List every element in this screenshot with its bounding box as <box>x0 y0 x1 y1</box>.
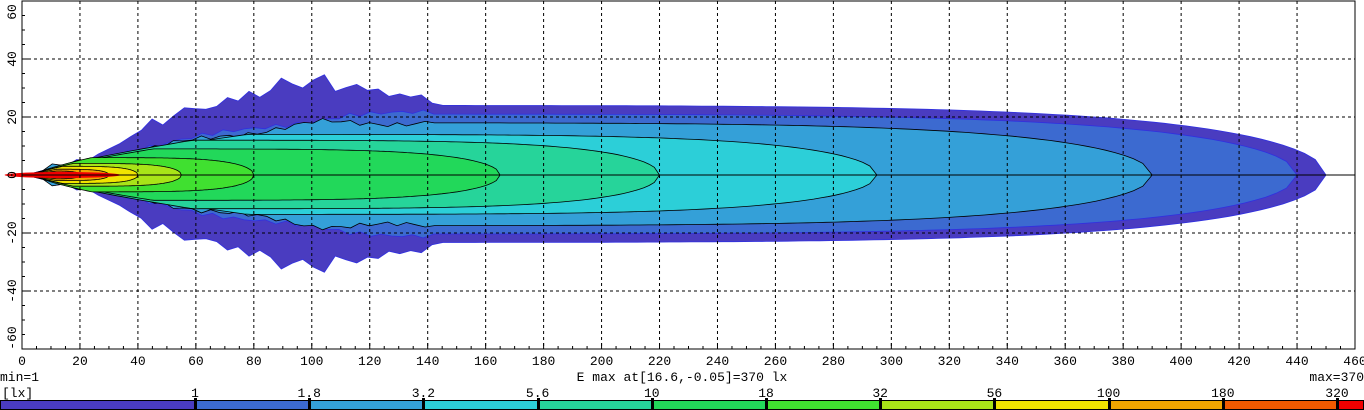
y-tick-label: -20 <box>5 221 20 244</box>
x-tick-label: 140 <box>416 354 439 369</box>
color-scale-tick <box>1107 398 1111 409</box>
x-tick-label: 320 <box>938 354 961 369</box>
emax-label: E max at[16.6,-0.05]=370 lx <box>576 370 788 385</box>
color-scale-label: 100 <box>1096 386 1121 401</box>
color-scale-tick <box>879 398 883 409</box>
x-tick-label: 180 <box>532 354 555 369</box>
color-scale-tick <box>308 398 312 409</box>
x-tick-label: 400 <box>1169 354 1192 369</box>
x-tick-label: 240 <box>706 354 729 369</box>
x-tick-label: 460 <box>1343 354 1364 369</box>
x-tick-label: 280 <box>822 354 845 369</box>
y-tick-label: -60 <box>5 326 20 349</box>
x-tick-label: 60 <box>188 354 204 369</box>
color-scale-tick <box>1336 398 1339 409</box>
y-tick-label: 40 <box>5 51 20 67</box>
color-scale-tick <box>1221 398 1225 409</box>
color-scale-tick <box>993 398 997 409</box>
x-tick-label: 340 <box>996 354 1019 369</box>
x-tick-label: 160 <box>474 354 497 369</box>
x-tick-label: 220 <box>648 354 671 369</box>
color-scale-label: 3.2 <box>411 386 436 401</box>
color-scale-tick <box>536 398 540 409</box>
color-scale-label: 5.6 <box>525 386 550 401</box>
color-scale-label: 10 <box>643 386 660 401</box>
color-scale-tick <box>194 398 197 409</box>
x-tick-label: 20 <box>72 354 88 369</box>
color-scale-label: 1.8 <box>297 386 321 401</box>
y-tick-label: 60 <box>5 4 20 20</box>
color-scale-label: 18 <box>758 386 774 401</box>
x-tick-label: 420 <box>1227 354 1250 369</box>
color-scale-bar <box>0 400 1364 410</box>
x-tick-label: 200 <box>590 354 613 369</box>
x-tick-label: 0 <box>18 354 26 369</box>
color-scale-tick <box>422 398 426 409</box>
x-tick-label: 300 <box>880 354 903 369</box>
color-scale-label: 320 <box>1325 386 1349 401</box>
max-label: max=370 <box>1309 370 1364 385</box>
min-label: min=1 <box>0 370 40 385</box>
y-tick-label: 0 <box>5 171 20 179</box>
color-scale-tick <box>765 398 768 409</box>
color-scale-label: 32 <box>872 386 888 401</box>
x-tick-label: 100 <box>300 354 323 369</box>
x-tick-label: 440 <box>1285 354 1308 369</box>
x-tick-label: 40 <box>130 354 146 369</box>
y-tick-label: -40 <box>5 279 20 302</box>
x-tick-label: 260 <box>764 354 787 369</box>
color-scale-tick <box>650 398 654 409</box>
illuminance-plot: 0 20 40 60 80 100 120 140 160 180 200 220 240 260 280 3… <box>4 0 1364 369</box>
color-scale-label: 56 <box>986 386 1003 401</box>
color-scale-label: 180 <box>1211 386 1235 401</box>
unit-label: [lx] <box>2 386 34 401</box>
color-scale-label: 1 <box>191 386 199 401</box>
x-tick-label: 380 <box>1111 354 1134 369</box>
x-tick-label: 80 <box>246 354 262 369</box>
x-tick-label: 360 <box>1054 354 1077 369</box>
y-tick-label: 20 <box>5 109 20 125</box>
x-tick-label: 120 <box>358 354 381 369</box>
